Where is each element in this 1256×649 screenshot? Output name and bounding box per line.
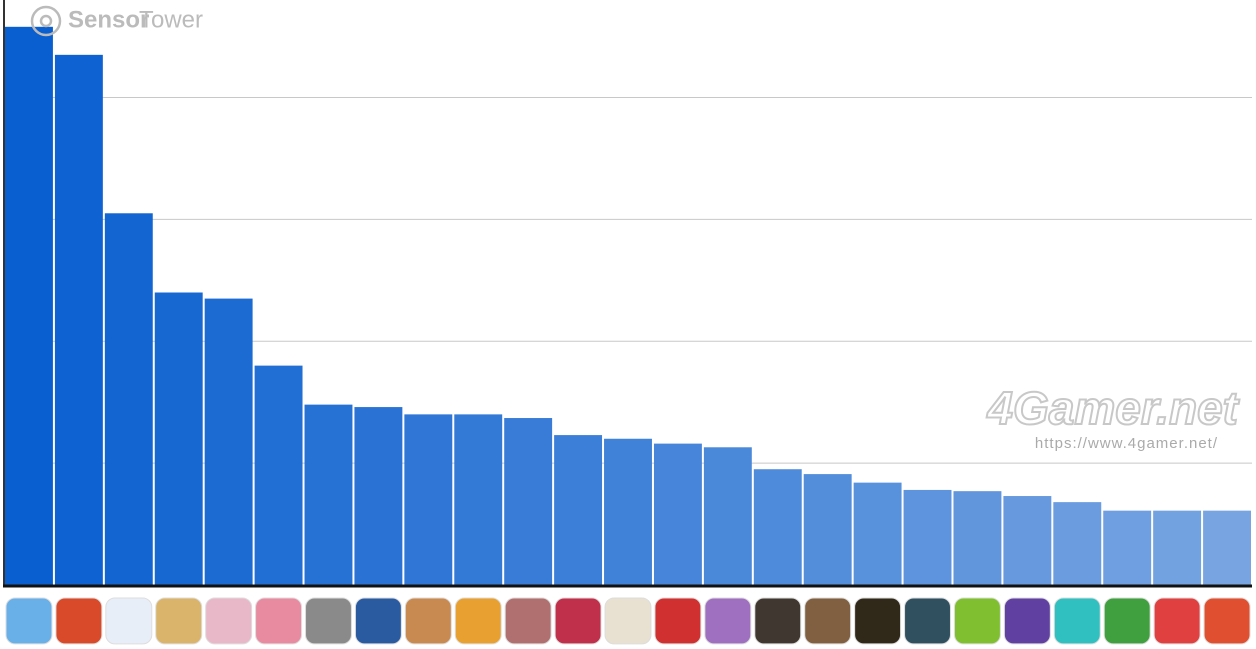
app-icon — [904, 597, 951, 645]
bar — [753, 469, 802, 585]
bar — [304, 404, 353, 585]
bar — [204, 298, 253, 585]
app-icon — [604, 597, 652, 645]
app-icon — [953, 597, 1001, 645]
app-icon — [205, 597, 253, 645]
bar — [454, 414, 503, 585]
app-icon — [354, 597, 402, 645]
bar — [953, 491, 1002, 585]
app-icon — [854, 597, 902, 645]
app-icon — [155, 597, 203, 645]
app-icon — [1003, 597, 1051, 645]
app-icon — [454, 597, 502, 645]
app-icon — [404, 597, 452, 645]
app-icon — [105, 597, 153, 645]
bar — [1203, 510, 1251, 585]
bar — [154, 292, 203, 585]
bar — [604, 438, 652, 585]
bar — [354, 407, 403, 585]
app-icon — [305, 597, 352, 645]
bar — [903, 489, 952, 585]
bar — [653, 443, 702, 585]
logo-icon — [39, 14, 53, 28]
app-icon — [5, 597, 53, 645]
app-icon — [55, 597, 103, 645]
bar — [853, 482, 902, 585]
bar — [5, 26, 53, 585]
bar — [104, 213, 153, 585]
app-icon — [1203, 597, 1251, 645]
app-icon — [754, 597, 802, 645]
app-icon — [1103, 597, 1151, 645]
logo-text: Tower — [139, 6, 203, 33]
bar — [1103, 510, 1152, 585]
app-icon — [654, 597, 702, 645]
app-icon — [804, 597, 852, 645]
app-icon — [504, 597, 552, 645]
watermark-url: https://www.4gamer.net/ — [1035, 435, 1218, 452]
bar — [803, 474, 852, 585]
bar — [404, 414, 453, 585]
bar — [1003, 496, 1052, 585]
bar — [254, 365, 303, 585]
bar — [504, 418, 553, 585]
logo-text: Sensor — [68, 6, 149, 33]
logo-icon — [30, 5, 62, 37]
icons — [5, 597, 1251, 645]
bar — [1153, 510, 1202, 585]
bars — [5, 26, 1251, 585]
bar — [54, 54, 103, 585]
bar — [703, 447, 752, 585]
app-icon — [255, 597, 303, 645]
bar — [1053, 502, 1102, 585]
app-icon — [1053, 597, 1101, 645]
bar — [554, 435, 603, 585]
app-icon — [554, 597, 602, 645]
app-icon — [1153, 597, 1201, 645]
watermark: 4Gamer.net — [986, 382, 1239, 434]
app-icon — [704, 597, 752, 645]
